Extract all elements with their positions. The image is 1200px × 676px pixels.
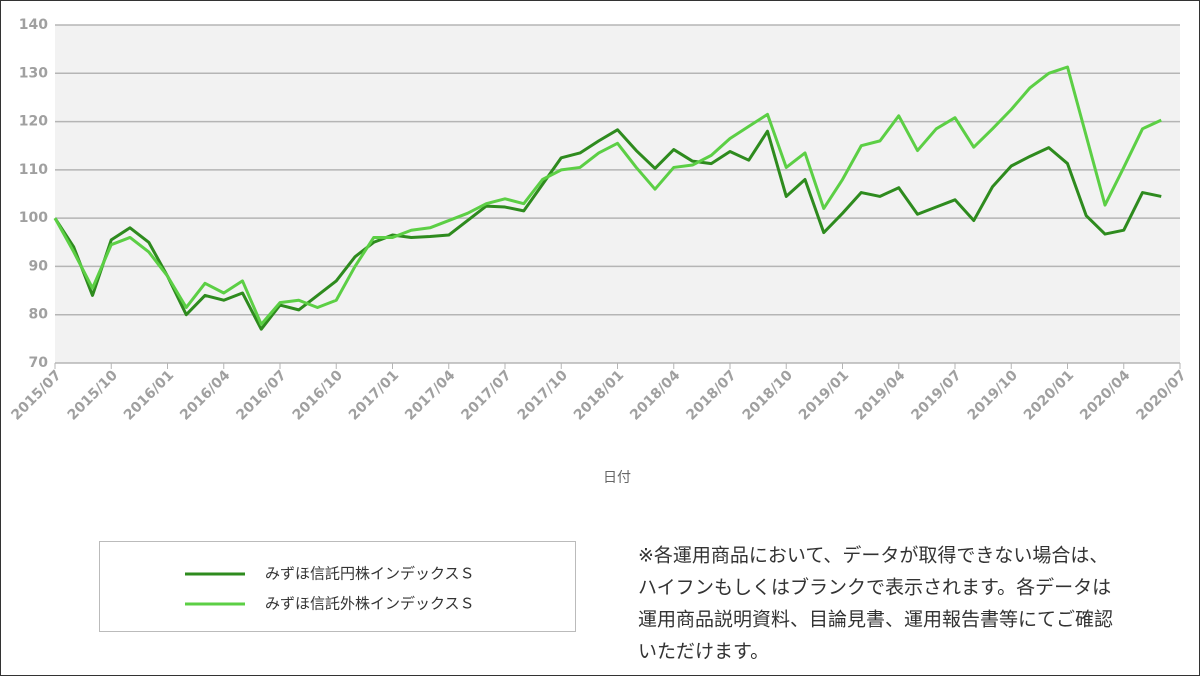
note-line: 運用商品説明資料、目論見書、運用報告書等にてご確認 xyxy=(638,609,1113,631)
note-line: ※各運用商品において、データが取得できない場合は、 xyxy=(638,545,1108,567)
legend-label: みずほ信託円株インデックスＳ xyxy=(265,565,475,583)
note-line: ハイフンもしくはブランクで表示されます。各データは xyxy=(638,576,1111,599)
x-axis-title: 日付 xyxy=(603,470,631,486)
y-tick-label: 130 xyxy=(19,65,48,81)
y-tick-label: 120 xyxy=(19,114,48,130)
note: ※各運用商品において、データが取得できない場合は、ハイフンもしくはブランクで表示… xyxy=(638,545,1113,663)
note-line: いただけます。 xyxy=(638,641,769,663)
y-tick-label: 140 xyxy=(19,17,48,33)
y-tick-label: 110 xyxy=(19,162,48,178)
legend xyxy=(99,541,576,632)
plot-area xyxy=(55,25,1180,363)
series-line xyxy=(53,128,1162,331)
legend-label: みずほ信託外株インデックスＳ xyxy=(265,595,475,613)
y-tick-label: 70 xyxy=(29,355,49,371)
series-line xyxy=(53,65,1162,326)
y-tick-label: 80 xyxy=(29,307,49,323)
y-tick-label: 100 xyxy=(19,210,48,226)
y-tick-label: 90 xyxy=(29,258,49,274)
